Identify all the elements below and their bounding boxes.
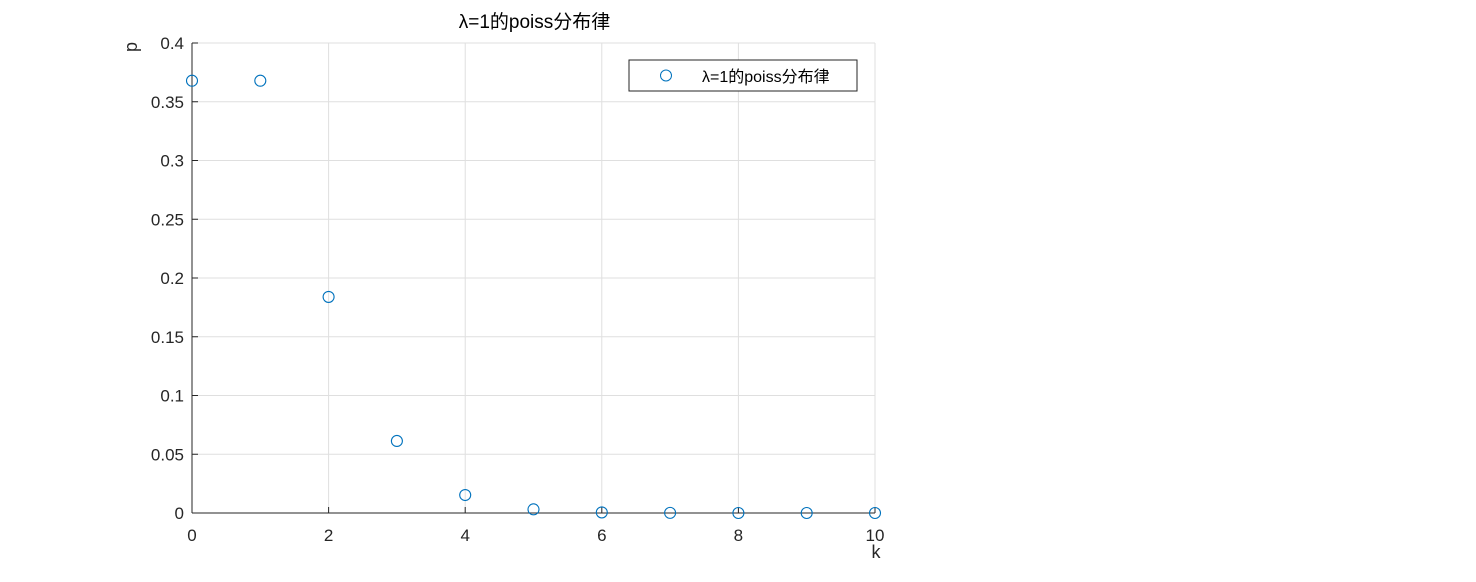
plot-area: 0 2 4 6 8 10 0 0.05 0.1 0.15 0.2 0.25 0.3 0.35 0.4 xyxy=(151,34,885,545)
legend: λ=1的poiss分布律 xyxy=(628,59,858,92)
x-axis-label: k xyxy=(872,542,882,562)
data-point xyxy=(732,506,745,520)
y-tick-label: 0.35 xyxy=(151,93,184,112)
y-tick-label: 0.1 xyxy=(160,387,184,406)
x-tick-label: 6 xyxy=(597,526,606,545)
data-point xyxy=(527,503,540,516)
data-point xyxy=(254,74,267,87)
data-point xyxy=(800,506,813,520)
data-point xyxy=(868,506,882,520)
legend-marker xyxy=(660,69,672,82)
legend-label: λ=1的poiss分布律 xyxy=(702,68,830,86)
y-tick-label: 0.2 xyxy=(160,269,184,288)
y-tick-label: 0.4 xyxy=(160,34,184,53)
data-point xyxy=(664,506,677,519)
y-tick-label: 0.15 xyxy=(151,328,184,347)
chart-title: λ=1的poiss分布律 xyxy=(459,11,611,33)
legend-box xyxy=(628,59,858,92)
y-tick-labels: 0 0.05 0.1 0.15 0.2 0.25 0.3 0.35 0.4 xyxy=(151,34,184,523)
x-tick-label: 8 xyxy=(734,526,743,545)
x-tick-label: 4 xyxy=(460,526,469,545)
x-tick-label: 10 xyxy=(866,526,885,545)
data-point xyxy=(390,434,403,448)
data-point xyxy=(185,74,199,87)
data-points xyxy=(185,74,882,520)
x-tick-labels: 0 2 4 6 8 10 xyxy=(187,526,884,545)
y-tick-label: 0 xyxy=(175,504,184,523)
y-tick-label: 0.25 xyxy=(151,210,184,229)
x-tick-label: 0 xyxy=(187,526,196,545)
y-axis-label: p xyxy=(121,42,141,52)
data-point xyxy=(459,488,472,502)
data-point xyxy=(322,290,335,303)
tick-marks xyxy=(191,42,876,514)
x-tick-label: 2 xyxy=(324,526,333,545)
y-tick-label: 0.3 xyxy=(160,152,184,171)
data-point xyxy=(595,506,608,519)
y-tick-label: 0.05 xyxy=(151,445,184,464)
